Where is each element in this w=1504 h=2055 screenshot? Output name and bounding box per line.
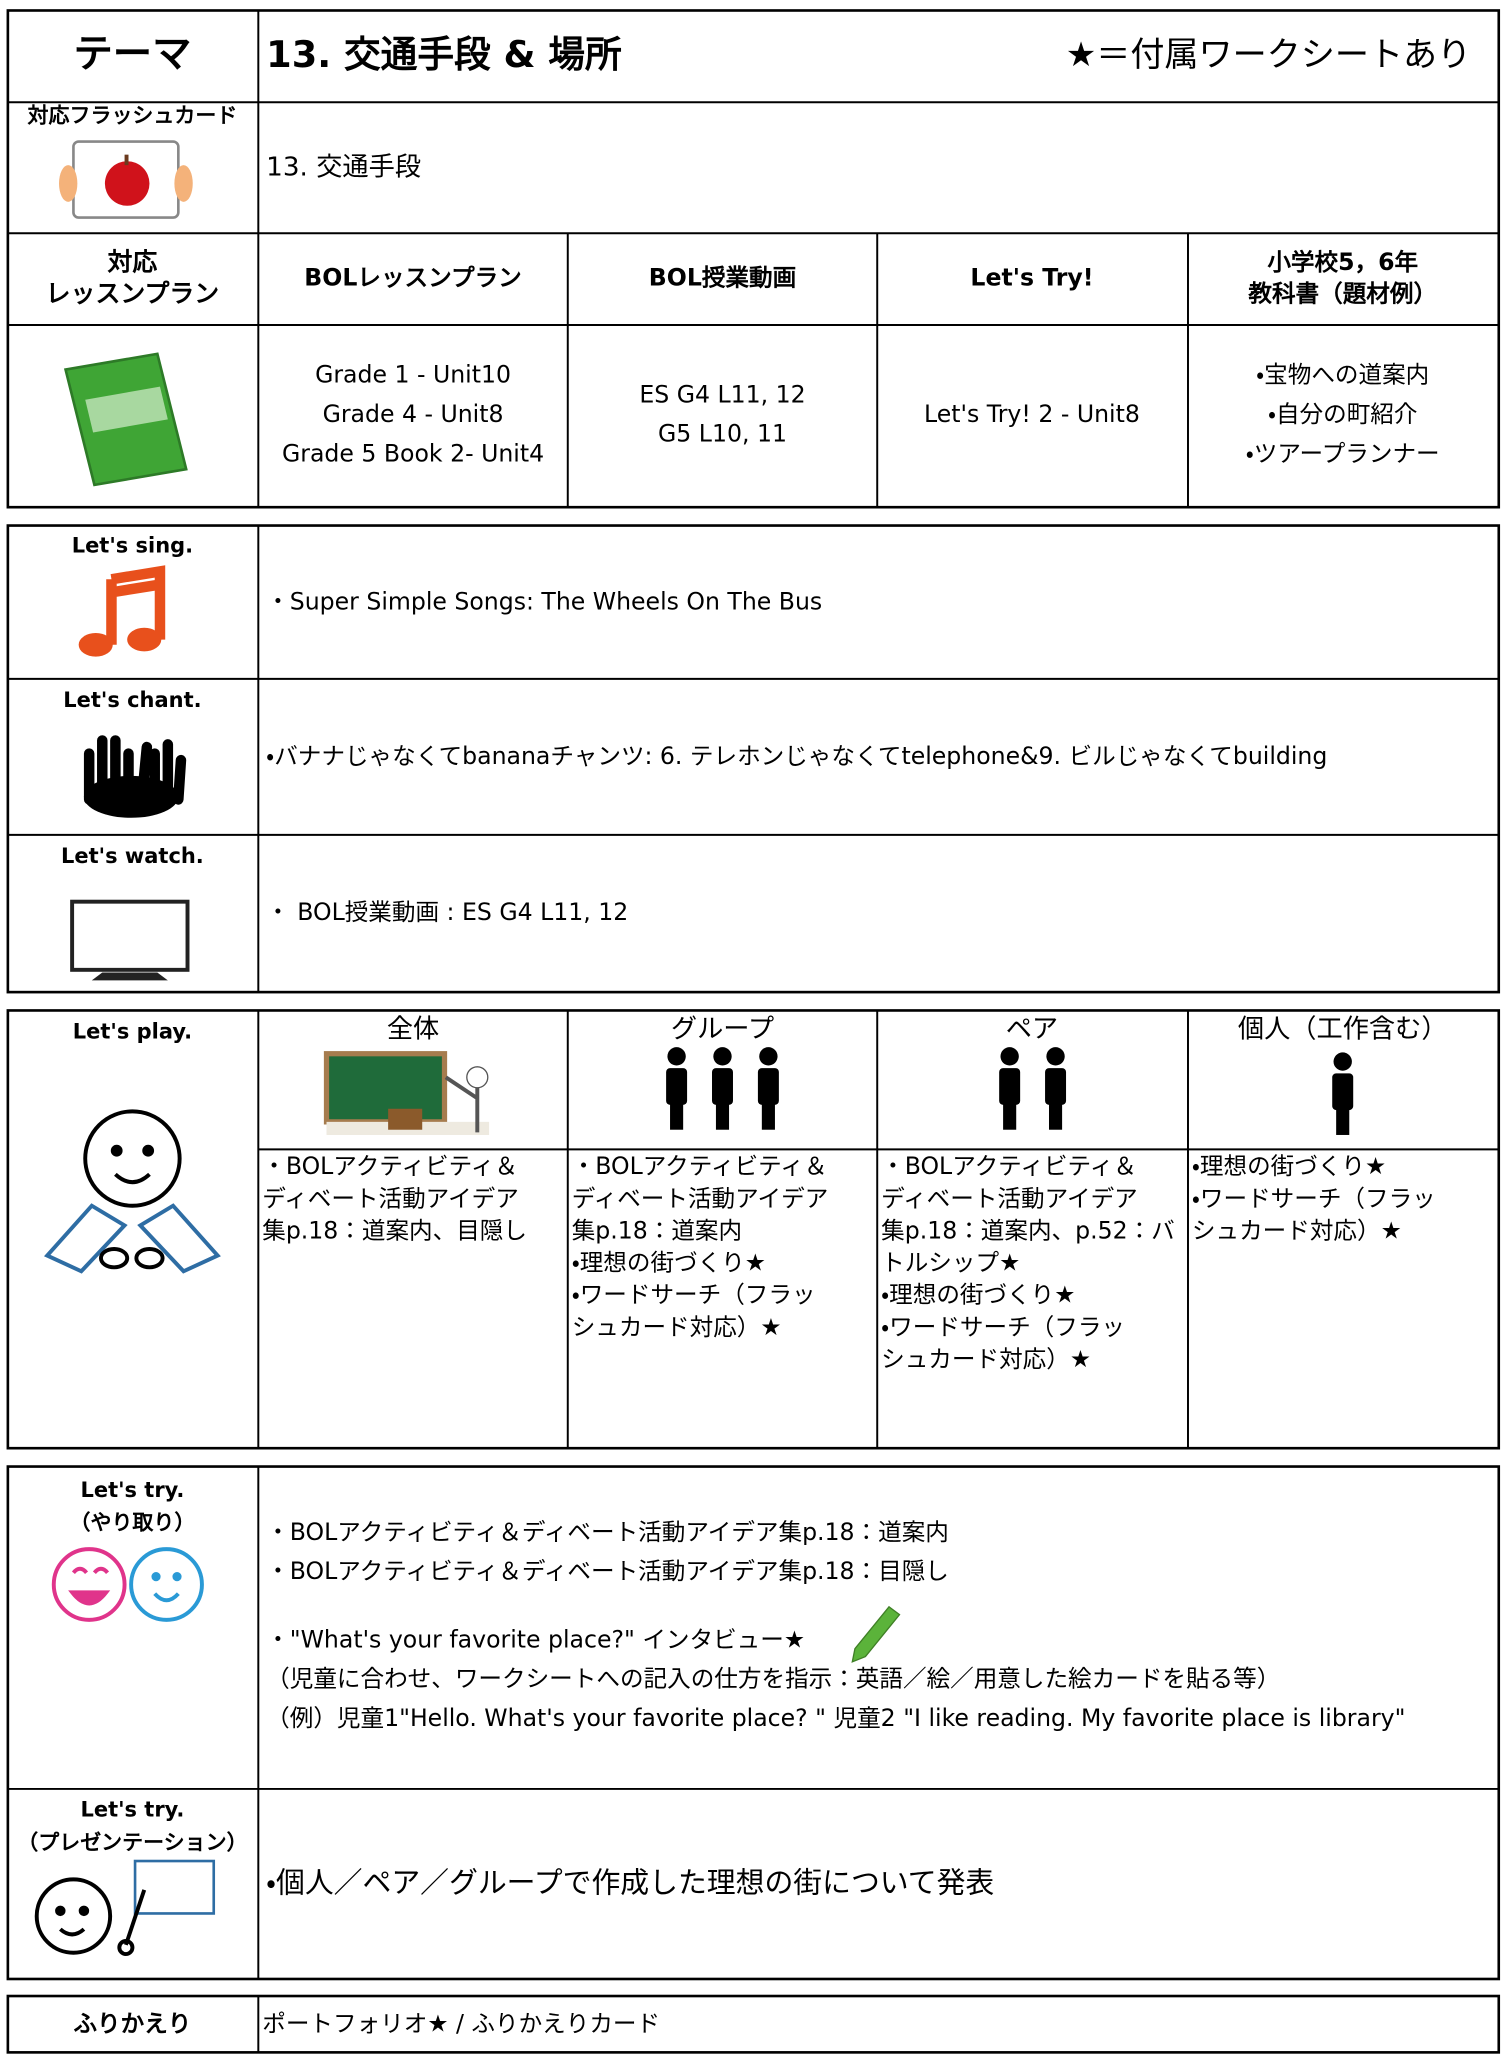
cell-text: ・ワードサーチ（フラッ — [1192, 1184, 1436, 1212]
column-header: ペア — [1006, 1015, 1058, 1045]
cell-text: ・理想の街づくり★ — [881, 1281, 1075, 1309]
flashcard-icon — [59, 140, 193, 219]
cell-text: シュカード対応）★ — [1192, 1216, 1402, 1244]
column-header: 全体 — [387, 1015, 439, 1045]
cell-text: ・ツアープランナー — [1246, 439, 1440, 467]
section-label: Let's watch. — [61, 844, 204, 868]
section-label: Let's sing. — [72, 534, 193, 558]
cell-text: 集p.18：道案内 — [572, 1216, 742, 1244]
cell-text: （例）児童1"Hello. What's your favorite place… — [266, 1704, 1405, 1732]
section-label: 対応 — [108, 247, 158, 276]
faces-icon — [51, 1547, 204, 1622]
section-label: （プレゼンテーション） — [17, 1830, 247, 1854]
presenter-icon — [34, 1859, 216, 1957]
column-header: Let's Try! — [970, 264, 1093, 292]
cell-text: ・ BOL授業動画 : ES G4 L11, 12 — [266, 898, 628, 926]
cell-text: ・宝物への道案内 — [1256, 361, 1429, 389]
cell-text: シュカード対応）★ — [881, 1345, 1091, 1373]
column-header: 教科書（題材例） — [1247, 279, 1437, 307]
blackboard-icon — [323, 1051, 490, 1135]
section-label: Let's chant. — [63, 688, 201, 712]
block-borders — [6, 9, 1501, 2054]
cell-text: ・BOLアクティビティ＆ — [262, 1152, 518, 1180]
legend-note: ★＝付属ワークシートあり — [1066, 35, 1472, 75]
cell-text: ES G4 L11, 12 — [639, 380, 805, 408]
column-header: グループ — [671, 1015, 774, 1045]
column-header: 個人（工作含む） — [1238, 1015, 1448, 1045]
cell-text: Grade 1 - Unit10 — [315, 361, 511, 389]
cell-text: ・BOLアクティビティ＆ — [572, 1152, 828, 1180]
section-label: レッスンプラン — [46, 279, 220, 308]
book-icon — [63, 352, 188, 487]
cell-text: ・理想の街づくり★ — [572, 1249, 766, 1277]
cell-text: 13. 交通手段 — [266, 152, 421, 182]
tv-icon — [70, 899, 190, 981]
cell-text: Grade 4 - Unit8 — [323, 400, 504, 428]
cell-text: G5 L10, 11 — [658, 420, 787, 448]
cell-text: トルシップ★ — [881, 1249, 1020, 1277]
cell-text: ディベート活動アイデア — [262, 1184, 519, 1212]
cell-text: ・Super Simple Songs: The Wheels On The B… — [266, 587, 822, 615]
child-icon — [43, 1109, 221, 1274]
column-header: BOL授業動画 — [649, 264, 796, 292]
cell-text: ポートフォリオ★ / ふりかえりカード — [262, 2009, 660, 2037]
cell-text: ・BOLアクティビティ＆ディベート活動アイデア集p.18：道案内 — [266, 1518, 949, 1546]
hands-icon — [83, 735, 187, 818]
cell-text: Grade 5 Book 2- Unit4 — [282, 439, 544, 467]
cell-text: ・個人／ペア／グループで作成した理想の街について発表 — [266, 1866, 994, 1900]
section-label: ふりかえり — [73, 2009, 191, 2037]
cell-text: ・BOLアクティビティ＆ — [881, 1152, 1137, 1180]
section-label: （やり取り） — [70, 1511, 196, 1535]
people-icons — [666, 1047, 1354, 1135]
cell-text: シュカード対応）★ — [572, 1313, 782, 1341]
cell-text: ・ワードサーチ（フラッ — [572, 1281, 816, 1309]
section-label: Let's try. — [80, 1798, 184, 1822]
cell-text: ・理想の街づくり★ — [1192, 1152, 1386, 1180]
cell-text: ・バナナじゃなくてbananaチャンツ: 6. テレホンじゃなくてtelepho… — [266, 742, 1327, 770]
section-label: Let's play. — [73, 1020, 192, 1044]
cell-text: ・自分の町紹介 — [1268, 400, 1418, 428]
music-icon — [78, 565, 166, 657]
theme-title: 13. 交通手段 & 場所 — [266, 33, 622, 76]
cell-text: ディベート活動アイデア — [572, 1184, 829, 1212]
cell-text: ・ワードサーチ（フラッ — [881, 1313, 1125, 1341]
cell-text: ・BOLアクティビティ＆ディベート活動アイデア集p.18：目隠し — [266, 1557, 949, 1585]
cell-text: ディベート活動アイデア — [881, 1184, 1138, 1212]
section-label: 対応フラッシュカード — [27, 104, 238, 128]
column-header: 小学校5，6年 — [1267, 248, 1418, 276]
section-label: テーマ — [73, 32, 191, 77]
cell-text: （児童に合わせ、ワークシートへの記入の仕方を指示：英語／絵／用意した絵カードを貼… — [266, 1665, 1280, 1693]
cell-text: ・"What's your favorite place?" インタビュー★ — [266, 1625, 805, 1653]
cell-text: 集p.18：道案内、目隠し — [262, 1216, 527, 1244]
cell-text: 集p.18：道案内、p.52：バ — [881, 1216, 1175, 1244]
pencil-icon — [851, 1605, 901, 1663]
section-label: Let's try. — [80, 1478, 184, 1502]
cell-text: Let's Try! 2 - Unit8 — [924, 400, 1140, 428]
column-header: BOLレッスンプラン — [304, 264, 521, 292]
